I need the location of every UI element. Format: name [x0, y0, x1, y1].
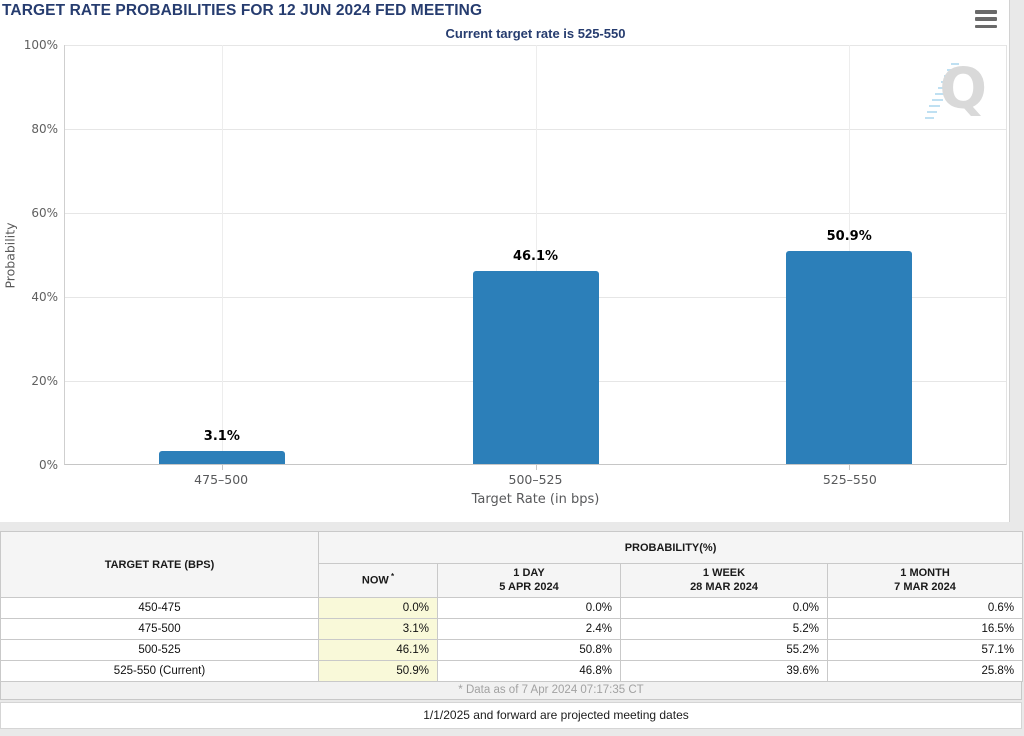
y-tick-label: 60% [31, 206, 58, 220]
bar-475-500[interactable] [158, 451, 285, 464]
rate-cell: 525-550 (Current) [0, 660, 319, 682]
rate-cell: 500-525 [0, 639, 319, 661]
col-header-1day-date: 5 APR 2024 [499, 580, 559, 593]
bar-value-label: 46.1% [512, 248, 559, 264]
week-value-cell: 39.6% [620, 660, 828, 682]
category-column-500-525: 46.1% [379, 45, 693, 470]
bar-columns: 3.1% 46.1% 50.9% [65, 45, 1006, 470]
now-value-cell: 0.0% [318, 597, 438, 619]
chart-title: TARGET RATE PROBABILITIES FOR 12 JUN 202… [2, 2, 483, 19]
projected-dates-note: 1/1/2025 and forward are projected meeti… [0, 702, 1022, 729]
col-header-1week-date: 28 MAR 2024 [690, 580, 758, 593]
hamburger-icon [975, 10, 997, 14]
month-value-cell: 0.6% [826, 597, 1024, 619]
table-row: 525-550 (Current) 50.9% 46.8% 39.6% 25.8… [0, 660, 1024, 682]
y-tick-label: 100% [23, 38, 58, 52]
x-category-label: 525–550 [822, 472, 877, 487]
month-value-cell: 57.1% [826, 639, 1024, 661]
bar-value-label: 3.1% [203, 429, 240, 445]
data-as-of-footnote: * Data as of 7 Apr 2024 07:17:35 CT [0, 682, 1022, 700]
rate-cell: 475-500 [0, 618, 319, 640]
col-header-1week: 1 WEEK 28 MAR 2024 [620, 563, 828, 598]
hamburger-icon [975, 17, 997, 21]
bar-500-525[interactable] [472, 270, 599, 464]
day-value-cell: 0.0% [437, 597, 621, 619]
col-header-1day-label: 1 DAY [513, 566, 545, 579]
col-header-1month-label: 1 MONTH [900, 566, 950, 579]
probability-table: TARGET RATE (BPS) PROBABILITY(%) NOW * 1… [0, 531, 1024, 682]
y-tick-label: 80% [31, 122, 58, 136]
month-value-cell: 16.5% [826, 618, 1024, 640]
now-value-cell: 3.1% [318, 618, 438, 640]
week-value-cell: 5.2% [620, 618, 828, 640]
now-value-cell: 50.9% [318, 660, 438, 682]
category-column-475-500: 3.1% [65, 45, 379, 470]
x-axis-title: Target Rate (in bps) [471, 492, 600, 507]
x-category-labels: 475–500 500–525 525–550 [64, 472, 1007, 487]
chart-subtitle: Current target rate is 525-550 [445, 26, 626, 41]
col-header-1day: 1 DAY 5 APR 2024 [437, 563, 621, 598]
y-tick-label: 40% [31, 290, 58, 304]
col-header-1month-date: 7 MAR 2024 [894, 580, 956, 593]
rate-cell: 450-475 [0, 597, 319, 619]
plot-area: 3.1% 46.1% 50.9% [64, 45, 1007, 470]
x-category-label: 475–500 [194, 472, 249, 487]
category-column-525-550: 50.9% [692, 45, 1006, 470]
day-value-cell: 50.8% [437, 639, 621, 661]
day-value-cell: 2.4% [437, 618, 621, 640]
target-rate-header: TARGET RATE (BPS) [0, 531, 319, 598]
bar-value-label: 50.9% [826, 228, 872, 244]
y-axis-title: Probability [2, 222, 18, 289]
col-header-1month: 1 MONTH 7 MAR 2024 [826, 563, 1024, 598]
probability-group-header: PROBABILITY(%) [317, 531, 1024, 564]
week-value-cell: 0.0% [620, 597, 828, 619]
week-value-cell: 55.2% [620, 639, 828, 661]
col-header-now: NOW * [318, 563, 438, 598]
col-header-1week-label: 1 WEEK [702, 566, 746, 579]
y-tick-label: 0% [38, 458, 58, 472]
month-value-cell: 25.8% [826, 660, 1024, 682]
table-row: 450-475 0.0% 0.0% 0.0% 0.6% [0, 597, 1024, 619]
chart-menu-button[interactable] [975, 10, 997, 28]
table-header-row-1: TARGET RATE (BPS) PROBABILITY(%) [0, 531, 1024, 598]
day-value-cell: 46.8% [437, 660, 621, 682]
table-row: 500-525 46.1% 50.8% 55.2% 57.1% [0, 639, 1024, 661]
x-category-label: 500–525 [508, 472, 563, 487]
col-header-now-label: NOW [361, 574, 389, 587]
bar-525-550[interactable] [786, 250, 913, 464]
table-row: 475-500 3.1% 2.4% 5.2% 16.5% [0, 618, 1024, 640]
probability-table-section: TARGET RATE (BPS) PROBABILITY(%) NOW * 1… [0, 531, 1024, 729]
hamburger-icon [975, 24, 997, 28]
table-header-row-2: NOW * 1 DAY 5 APR 2024 1 WEEK 28 MAR 2024 … [1, 563, 1024, 598]
now-value-cell: 46.1% [318, 639, 438, 661]
probability-chart-panel: TARGET RATE PROBABILITIES FOR 12 JUN 202… [0, 0, 1010, 522]
y-tick-label: 20% [31, 374, 58, 388]
now-asterisk: * [390, 572, 395, 582]
